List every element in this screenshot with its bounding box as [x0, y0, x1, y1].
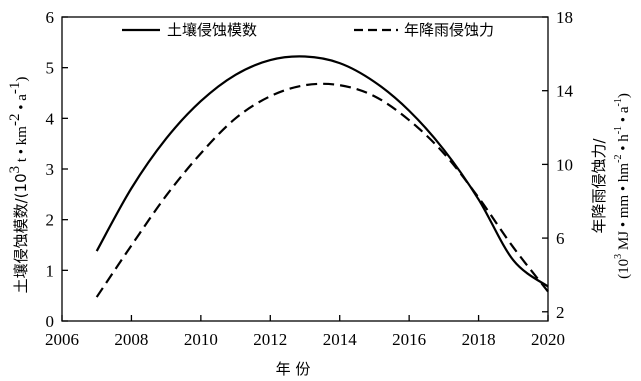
right-axis-ticks: 2 6 10 14 18: [542, 8, 574, 322]
rainfall-erosivity-line: [95, 82, 549, 298]
left-tick-label: 6: [46, 8, 55, 27]
right-tick-label: 18: [556, 8, 573, 27]
x-axis-title: 年 份: [276, 360, 311, 378]
left-axis-ticks: 0 1 2 3 4 5 6: [46, 8, 68, 331]
left-tick-label: 3: [46, 160, 55, 179]
x-tick-label: 2020: [531, 330, 565, 349]
left-axis-title: 土壤侵蚀模数/(103 t • km-2 • a-1): [7, 77, 30, 294]
x-tick-label: 2018: [462, 330, 496, 349]
right-axis-title-line1: 年降雨侵蚀力/: [590, 138, 608, 234]
left-tick-label: 0: [46, 312, 55, 331]
left-tick-label: 4: [46, 109, 55, 128]
legend: 土壤侵蚀模数 年降雨侵蚀力: [122, 21, 494, 39]
x-tick-label: 2016: [392, 330, 426, 349]
right-axis-title-line2: (103 MJ • mm • hm-2 • h-1 • a-1): [613, 93, 632, 279]
left-tick-label: 2: [46, 211, 55, 230]
legend-label-soil: 土壤侵蚀模数: [167, 21, 257, 39]
x-tick-label: 2010: [184, 330, 218, 349]
right-tick-label: 6: [556, 229, 565, 248]
left-tick-label: 1: [46, 261, 55, 280]
plot-frame: [61, 16, 549, 322]
right-tick-label: 14: [556, 82, 574, 101]
left-tick-label: 5: [46, 59, 55, 78]
x-tick-label: 2012: [253, 330, 287, 349]
x-tick-label: 2008: [114, 330, 148, 349]
series-lines: [95, 55, 549, 298]
right-tick-label: 2: [556, 303, 565, 322]
legend-label-rain: 年降雨侵蚀力: [404, 21, 494, 39]
soil-erosion-modulus-line: [95, 55, 549, 288]
x-axis-ticks: 2006 2008 2010 2012 2014 2016 2018 2020: [45, 315, 565, 349]
x-tick-label: 2014: [323, 330, 358, 349]
x-tick-label: 2006: [45, 330, 79, 349]
plot-border: [61, 16, 549, 322]
right-tick-label: 10: [556, 155, 573, 174]
